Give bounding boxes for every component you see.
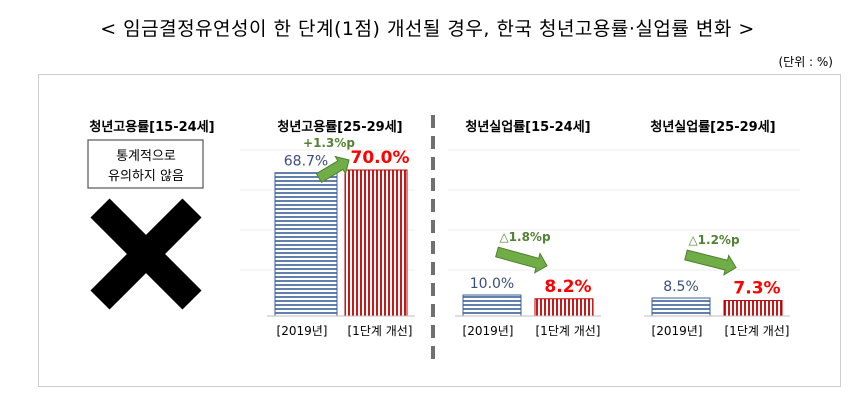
change-arrow-icon bbox=[684, 249, 737, 276]
annotation-text: 유의하지 않음 bbox=[108, 169, 184, 184]
chart-panel: 청년고용률[25-29세] [2019년] [1단계 개선] 68.7% 70.0%+1… bbox=[267, 119, 415, 338]
bar-improved bbox=[723, 300, 783, 317]
annotation-border bbox=[87, 139, 204, 189]
chart-panel: 청년실업률[15-24세] [2019년] [1단계 개선] 10.0% 8.2% △1.… bbox=[455, 119, 601, 338]
panel-title: 청년고용률[15-24세] bbox=[89, 119, 214, 135]
chart-panel: 청년실업률[25-29세] [2019년] [1단계 개선] 8.5% 7.3% △1.2… bbox=[644, 119, 790, 338]
change-arrow-icon bbox=[495, 246, 548, 274]
value-label-2019: 10.0% bbox=[470, 276, 514, 292]
category-label: [2019년] bbox=[652, 324, 703, 338]
bar-2019 bbox=[462, 294, 522, 317]
category-label: [2019년] bbox=[277, 324, 328, 338]
bar-improved bbox=[344, 169, 408, 317]
chart-frame bbox=[38, 74, 841, 387]
change-label: +1.3%p bbox=[303, 136, 355, 150]
bar-2019 bbox=[651, 297, 711, 317]
value-label-improved: 70.0% bbox=[351, 148, 410, 168]
x-mark-stroke bbox=[90, 198, 202, 310]
category-label: [1단계 개선] bbox=[536, 324, 601, 338]
unit-label: (단위 : %) bbox=[778, 55, 833, 69]
chart-title: < 임금결정유연성이 한 단계(1점) 개선될 경우, 한국 청년고용률·실업률… bbox=[100, 18, 755, 40]
annotation-text: 통계적으로 bbox=[116, 149, 176, 164]
value-label-2019: 8.5% bbox=[663, 279, 699, 295]
change-label: △1.8%p bbox=[499, 230, 551, 244]
panel-title: 청년실업률[15-24세] bbox=[465, 119, 590, 135]
change-arrow-icon bbox=[315, 155, 350, 183]
value-label-2019: 68.7% bbox=[284, 154, 328, 170]
category-label: [1단계 개선] bbox=[725, 324, 790, 338]
category-label: [2019년] bbox=[463, 324, 514, 338]
value-label-improved: 8.2% bbox=[544, 277, 591, 297]
panel-title: 청년고용률[25-29세] bbox=[277, 119, 402, 135]
bar-2019 bbox=[274, 172, 338, 317]
category-label: [1단계 개선] bbox=[348, 324, 413, 338]
x-mark-icon bbox=[90, 198, 202, 310]
change-label: △1.2%p bbox=[688, 233, 740, 247]
bar-improved bbox=[534, 298, 594, 317]
panel-title: 청년실업률[25-29세] bbox=[650, 119, 775, 135]
value-label-improved: 7.3% bbox=[733, 279, 780, 299]
